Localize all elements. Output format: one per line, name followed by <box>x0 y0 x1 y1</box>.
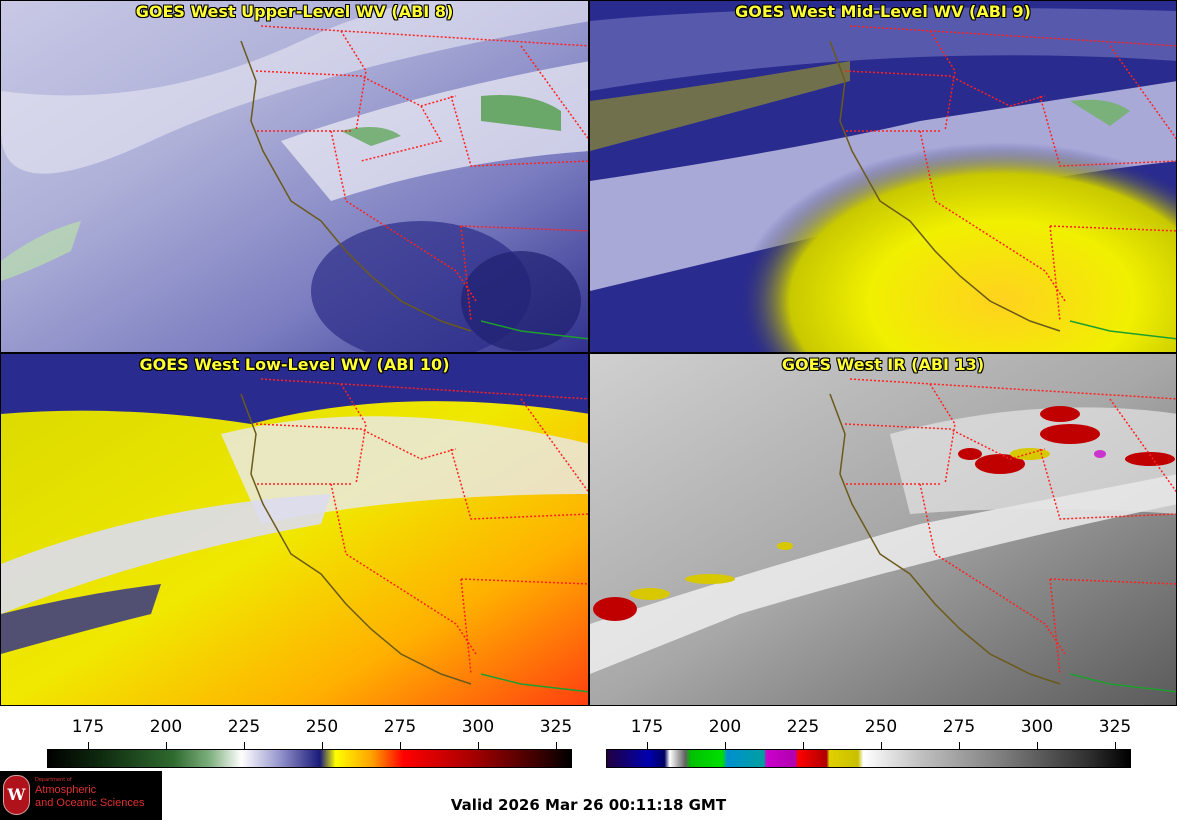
colorbar-tick <box>478 742 479 749</box>
panel-title: GOES West Upper-Level WV (ABI 8) <box>135 2 454 21</box>
logo-dept: Department of <box>35 777 72 783</box>
colorbar-tick <box>803 742 804 749</box>
colorbar-tick <box>556 742 557 749</box>
colorbar-tick <box>725 742 726 749</box>
panel-title: GOES West Mid-Level WV (ABI 9) <box>735 2 1031 21</box>
colorbar-tick <box>959 742 960 749</box>
colorbar-tick-label: 175 <box>71 717 105 737</box>
colorbar-tick-label: 200 <box>149 717 183 737</box>
map-panel-low-wv: GOES West Low-Level WV (ABI 10) <box>0 353 589 706</box>
colorbar-tick-label: 325 <box>1098 717 1132 737</box>
colorbar-tick <box>322 742 323 749</box>
colorbar-tick-label: 200 <box>708 717 742 737</box>
wv-colorbar <box>47 749 572 768</box>
ir-imagery <box>590 354 1176 705</box>
mid-wv-imagery <box>590 1 1176 352</box>
uw-seal-icon: W <box>3 775 30 815</box>
colorbar-tick-label: 300 <box>461 717 495 737</box>
colorbar-tick <box>647 742 648 749</box>
colorbar-tick <box>1115 742 1116 749</box>
low-wv-imagery <box>1 354 588 705</box>
colorbar-tick <box>400 742 401 749</box>
map-panel-mid-wv: GOES West Mid-Level WV (ABI 9) <box>589 0 1177 353</box>
colorbar-tick <box>88 742 89 749</box>
colorbar-tick-label: 275 <box>383 717 417 737</box>
colorbar-tick-label: 250 <box>305 717 339 737</box>
map-panel-ir: GOES West IR (ABI 13) <box>589 353 1177 706</box>
colorbar-tick-label: 325 <box>539 717 573 737</box>
colorbar-tick-label: 300 <box>1020 717 1054 737</box>
valid-time: Valid 2026 Mar 26 00:11:18 GMT <box>450 796 727 814</box>
colorbar-tick <box>1037 742 1038 749</box>
colorbar-tick-label: 225 <box>227 717 261 737</box>
colorbar-tick <box>244 742 245 749</box>
colorbar-tick <box>881 742 882 749</box>
panel-title: GOES West IR (ABI 13) <box>781 355 985 374</box>
colorbar-tick-label: 275 <box>942 717 976 737</box>
logo-line1: Atmospheric <box>35 784 97 796</box>
aos-logo: W Department of Atmospheric and Oceanic … <box>0 771 162 820</box>
upper-wv-imagery <box>1 1 588 352</box>
colorbar-tick-label: 250 <box>864 717 898 737</box>
colorbar-tick-label: 225 <box>786 717 820 737</box>
ir-colorbar <box>606 749 1131 768</box>
map-panel-upper-wv: GOES West Upper-Level WV (ABI 8) <box>0 0 589 353</box>
logo-line2: and Oceanic Sciences <box>35 797 145 809</box>
panel-title: GOES West Low-Level WV (ABI 10) <box>139 355 450 374</box>
colorbar-tick-label: 175 <box>630 717 664 737</box>
colorbar-tick <box>166 742 167 749</box>
